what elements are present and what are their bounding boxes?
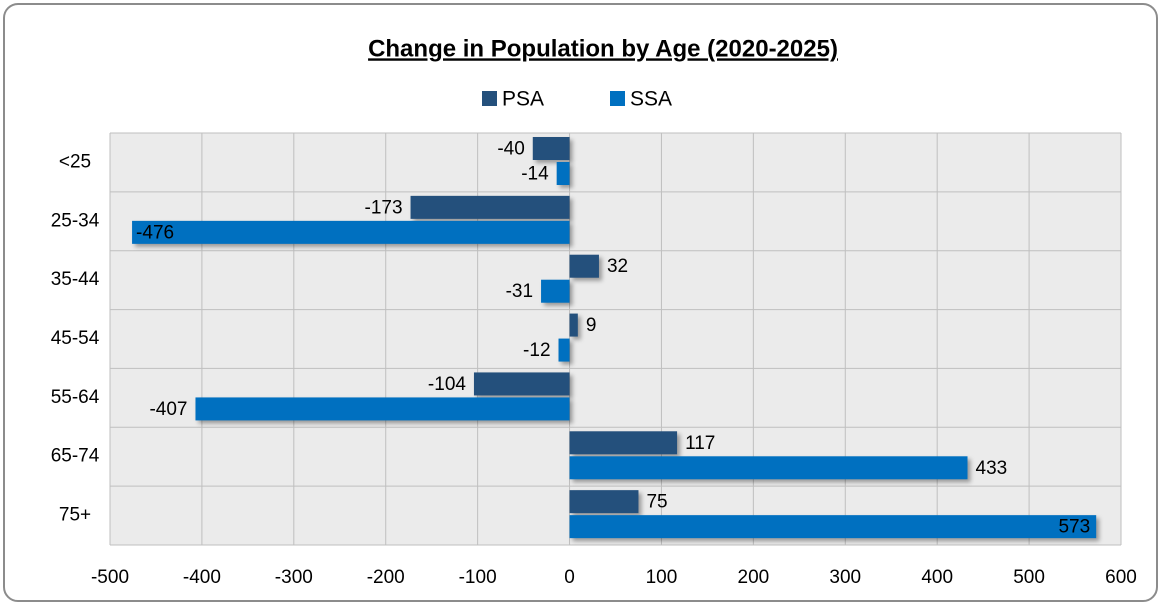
bar	[569, 456, 968, 480]
x-tick-label: -300	[275, 567, 313, 588]
y-tick-label: 75+	[59, 505, 91, 526]
chart-title: Change in Population by Age (2020-2025)	[368, 35, 838, 62]
bar	[541, 279, 570, 303]
y-tick-label: 35-44	[51, 269, 100, 290]
bar	[410, 195, 570, 219]
data-label: 117	[685, 433, 715, 454]
y-tick-label: 25-34	[51, 210, 100, 231]
legend-swatch	[610, 91, 625, 106]
x-tick-label: -100	[459, 567, 497, 588]
bar	[569, 515, 1097, 539]
legend-label: PSA	[502, 88, 544, 111]
bar	[569, 313, 578, 337]
data-label: -407	[149, 399, 187, 420]
data-label: 9	[586, 315, 597, 336]
bar	[132, 220, 570, 244]
bar	[473, 372, 570, 396]
bar	[532, 137, 570, 160]
legend-label: SSA	[630, 88, 672, 111]
x-tick-label: -500	[91, 567, 129, 588]
x-tick-label: -400	[183, 567, 221, 588]
bar	[569, 431, 678, 455]
data-label: -31	[506, 281, 533, 302]
data-label: -40	[497, 139, 524, 160]
plot-area	[110, 133, 1121, 545]
y-tick-label: 65-74	[51, 446, 100, 467]
data-label: -104	[428, 374, 466, 395]
x-tick-label: -200	[367, 567, 405, 588]
data-label: -14	[521, 164, 549, 185]
bar	[195, 397, 570, 421]
bar	[569, 490, 639, 514]
x-tick-label: 0	[564, 567, 575, 588]
data-label: -476	[136, 222, 174, 243]
data-label: -173	[365, 197, 403, 218]
x-tick-label: 200	[738, 567, 770, 588]
data-label: -12	[523, 340, 550, 361]
bar	[556, 162, 570, 185]
y-tick-label: 55-64	[51, 387, 100, 408]
data-label: 32	[607, 256, 628, 277]
legend-swatch	[482, 91, 497, 106]
x-tick-label: 400	[921, 567, 953, 588]
data-label: 433	[976, 458, 1008, 479]
data-label: 75	[646, 492, 667, 513]
x-tick-label: 500	[1013, 567, 1045, 588]
data-label: 573	[1058, 517, 1090, 538]
x-tick-label: 300	[829, 567, 861, 588]
x-tick-label: 100	[646, 567, 678, 588]
bar	[558, 338, 570, 362]
x-tick-label: 600	[1105, 567, 1137, 588]
y-tick-label: <25	[59, 151, 91, 172]
y-tick-label: 45-54	[51, 328, 100, 349]
bar	[569, 254, 599, 278]
legend: PSA SSA	[482, 88, 672, 111]
